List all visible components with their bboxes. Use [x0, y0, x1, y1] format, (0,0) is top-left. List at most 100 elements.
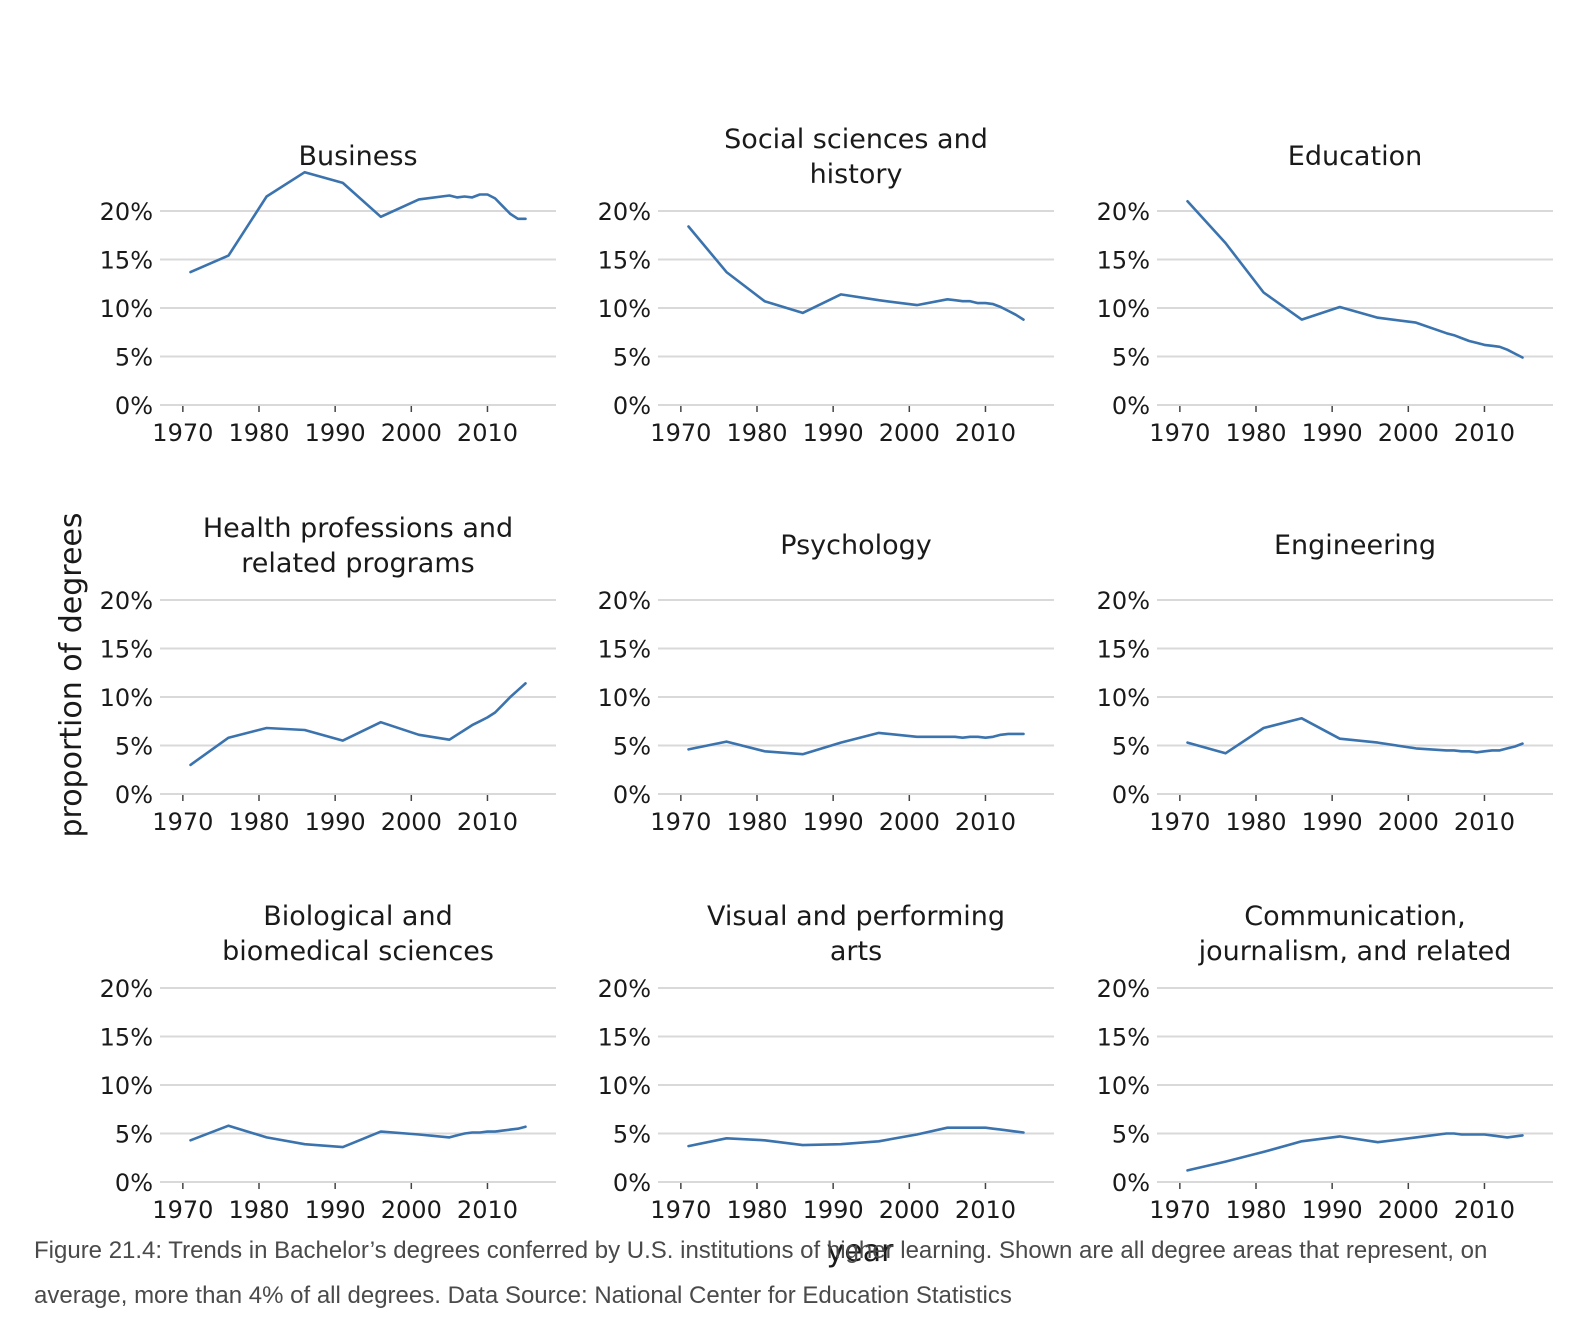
y-tick-label: 15%	[598, 636, 651, 664]
y-tick-label: 10%	[100, 684, 153, 712]
x-tick-label: 1990	[1302, 1196, 1363, 1224]
panel-title: biomedical sciences	[222, 936, 494, 967]
x-tick-label: 1990	[305, 808, 366, 836]
panel-title: Education	[1288, 141, 1422, 172]
facet-panel: Psychology 0% 5% 10% 15% 20% 1970 1980 1990 2000 2…	[598, 530, 1054, 836]
y-tick-label: 15%	[1097, 1024, 1150, 1052]
x-tick-label: 2000	[381, 808, 442, 836]
series-line	[1186, 200, 1524, 359]
y-tick-label: 15%	[100, 1024, 153, 1052]
x-tick-label: 1970	[1149, 1196, 1210, 1224]
y-tick-label: 5%	[1112, 344, 1150, 372]
x-tick-label: 2000	[879, 808, 940, 836]
y-tick-label: 20%	[598, 587, 651, 615]
x-tick-label: 1990	[1302, 808, 1363, 836]
panel-title: Health professions and	[203, 513, 513, 544]
panel-title: journalism, and related	[1198, 936, 1512, 967]
x-tick-label: 1980	[726, 1196, 787, 1224]
panel-title: arts	[830, 936, 882, 967]
figure-caption: Figure 21.4: Trends in Bachelor’s degree…	[34, 1237, 1488, 1309]
x-tick-label: 2010	[955, 419, 1016, 447]
x-tick-label: 1970	[650, 419, 711, 447]
x-tick-label: 1970	[650, 808, 711, 836]
y-tick-label: 0%	[613, 392, 651, 420]
x-tick-label: 1990	[803, 808, 864, 836]
x-tick-label: 1980	[1225, 808, 1286, 836]
panel-title: Communication,	[1244, 901, 1465, 932]
x-tick-label: 1990	[305, 419, 366, 447]
facet-panel: Visual and performing arts 0% 5% 10% 15% 20% 19…	[598, 901, 1054, 1224]
panel-title: Social sciences and	[724, 124, 988, 155]
x-tick-label: 2010	[457, 419, 518, 447]
facet-panel: Business 0% 5% 10% 15% 20% 1970 1980 1990 2000 201…	[100, 141, 556, 447]
y-tick-label: 0%	[1112, 781, 1150, 809]
y-tick-label: 10%	[598, 1072, 651, 1100]
x-tick-label: 1990	[803, 419, 864, 447]
x-tick-label: 2010	[1454, 808, 1515, 836]
x-tick-label: 2010	[1454, 1196, 1515, 1224]
x-tick-label: 1980	[228, 1196, 289, 1224]
y-tick-label: 20%	[1097, 587, 1150, 615]
x-tick-label: 1980	[228, 419, 289, 447]
x-tick-label: 1980	[228, 808, 289, 836]
y-tick-label: 15%	[598, 1024, 651, 1052]
y-tick-label: 0%	[613, 1169, 651, 1197]
x-tick-label: 1990	[1302, 419, 1363, 447]
y-tick-label: 0%	[613, 781, 651, 809]
x-tick-label: 1970	[152, 1196, 213, 1224]
x-tick-label: 1980	[726, 808, 787, 836]
y-tick-label: 20%	[100, 587, 153, 615]
facet-panel: Engineering 0% 5% 10% 15% 20% 1970 1980 1990 2000…	[1097, 530, 1553, 836]
y-tick-label: 5%	[115, 344, 153, 372]
x-tick-label: 2010	[955, 1196, 1016, 1224]
x-tick-label: 2010	[457, 808, 518, 836]
y-tick-label: 15%	[1097, 247, 1150, 275]
y-tick-label: 15%	[598, 247, 651, 275]
x-axis-title: year	[827, 1234, 895, 1269]
series-line	[189, 682, 527, 767]
x-tick-label: 2000	[1378, 419, 1439, 447]
x-tick-label: 1990	[803, 1196, 864, 1224]
x-tick-label: 2000	[1378, 1196, 1439, 1224]
y-tick-label: 5%	[613, 733, 651, 761]
x-tick-label: 1970	[152, 419, 213, 447]
y-tick-label: 5%	[115, 1121, 153, 1149]
panel-title: Biological and	[263, 901, 452, 932]
x-tick-label: 2010	[457, 1196, 518, 1224]
y-tick-label: 15%	[100, 636, 153, 664]
facet-panel: Education 0% 5% 10% 15% 20% 1970 1980 1990 2000 20…	[1097, 141, 1553, 447]
panel-title: Psychology	[780, 530, 931, 561]
y-tick-label: 10%	[598, 684, 651, 712]
x-tick-label: 1980	[1225, 419, 1286, 447]
x-tick-label: 2000	[381, 1196, 442, 1224]
panel-title: Business	[298, 141, 417, 172]
y-tick-label: 5%	[613, 344, 651, 372]
panel-title: Engineering	[1274, 530, 1436, 561]
facet-panel: Health professions and related programs 0%…	[100, 513, 556, 836]
x-tick-label: 1970	[650, 1196, 711, 1224]
y-tick-label: 0%	[1112, 392, 1150, 420]
x-tick-label: 1970	[152, 808, 213, 836]
x-tick-label: 1970	[1149, 419, 1210, 447]
series-line	[189, 170, 527, 274]
y-tick-label: 0%	[115, 781, 153, 809]
y-tick-label: 20%	[598, 975, 651, 1003]
y-axis-title: proportion of degrees	[54, 512, 89, 837]
y-tick-label: 5%	[1112, 733, 1150, 761]
series-line	[1186, 1132, 1524, 1172]
y-tick-label: 5%	[1112, 1121, 1150, 1149]
x-tick-label: 2000	[1378, 808, 1439, 836]
y-tick-label: 10%	[100, 1072, 153, 1100]
y-tick-label: 0%	[115, 392, 153, 420]
series-line	[687, 731, 1025, 756]
series-line	[687, 225, 1025, 321]
y-tick-label: 20%	[100, 975, 153, 1003]
y-tick-label: 10%	[100, 295, 153, 323]
y-tick-label: 5%	[613, 1121, 651, 1149]
x-tick-label: 2000	[879, 1196, 940, 1224]
panel-title: history	[810, 159, 903, 190]
y-tick-label: 5%	[115, 733, 153, 761]
panel-title: Visual and performing	[707, 901, 1005, 932]
facet-panel: Biological and biomedical sciences 0% 5% 10%…	[100, 901, 556, 1224]
